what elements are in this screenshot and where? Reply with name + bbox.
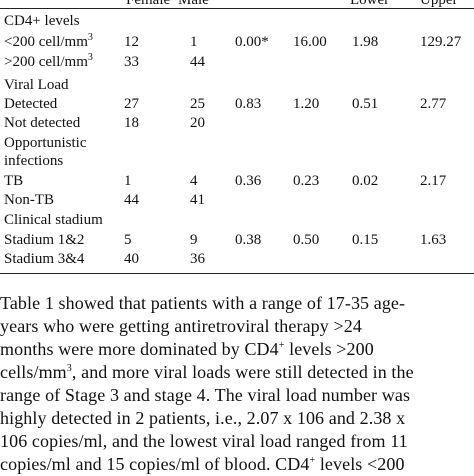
- cell-male: 36: [190, 251, 205, 267]
- paragraph-text: 106 copies/ml, and the lowest viral load…: [0, 431, 408, 451]
- paragraph-superscript: 3: [66, 363, 72, 374]
- cell-p: 0.83: [235, 96, 262, 112]
- paragraph-text: months were more dominated by CD4: [0, 339, 279, 359]
- cell-upper: 129.27: [420, 34, 462, 50]
- cell-female: 44: [124, 192, 139, 208]
- paragraph-text: copies/ml and 15 copies/ml of blood. CD4: [0, 454, 310, 474]
- paragraph-text: Table 1 showed that patients with a rang…: [0, 293, 406, 313]
- cell-or: 16.00: [293, 34, 327, 50]
- row-label: Not detected: [4, 115, 81, 131]
- row-label: >200 cell/mm3: [4, 52, 93, 71]
- cell-lower: 0.51: [352, 96, 379, 112]
- row-label: <200 cell/mm3: [4, 32, 93, 51]
- header-male: Male: [178, 0, 209, 8]
- paragraph-text: levels <200: [315, 454, 405, 474]
- cell-female: 12: [124, 34, 139, 50]
- cell-male: 4: [190, 173, 198, 189]
- row-group-label: Clinical stadium: [4, 212, 103, 228]
- paragraph-line: range of Stage 3 and stage 4. The viral …: [0, 384, 474, 407]
- row-group-label: Viral Load: [4, 77, 69, 93]
- cell-upper: 1.63: [420, 232, 447, 248]
- paragraph-line: months were more dominated by CD4+ level…: [0, 338, 474, 361]
- row-label: Detected: [4, 96, 58, 112]
- body-paragraph: Table 1 showed that patients with a rang…: [0, 292, 474, 476]
- cell-upper: 2.77: [420, 96, 447, 112]
- paragraph-text: range of Stage 3 and stage 4. The viral …: [0, 385, 411, 405]
- row-group-label: Opportunistic: [4, 135, 87, 151]
- cell-p: 0.00*: [235, 34, 269, 50]
- cell-female: 27: [124, 96, 139, 112]
- cell-female: 18: [124, 115, 139, 131]
- cell-lower: 0.15: [352, 232, 379, 248]
- header-female: Female: [126, 0, 171, 8]
- cell-female: 1: [124, 173, 132, 189]
- paragraph-text: levels >200: [284, 339, 374, 359]
- cell-lower: 1.98: [352, 34, 379, 50]
- cell-female: 40: [124, 251, 139, 267]
- cell-male: 20: [190, 115, 205, 131]
- cell-male: 1: [190, 34, 198, 50]
- cell-p: 0.36: [235, 173, 262, 189]
- paragraph-text: , and more viral loads were still detect…: [71, 362, 414, 382]
- cell-upper: 2.17: [420, 173, 447, 189]
- paragraph-line: highly detected in 2 patients, i.e., 2.0…: [0, 407, 474, 430]
- paragraph-line: 106 copies/ml, and the lowest viral load…: [0, 430, 474, 453]
- paragraph-line: Table 1 showed that patients with a rang…: [0, 292, 474, 315]
- paragraph-text: cells/mm: [0, 362, 67, 382]
- paragraph-line: cells/mm3, and more viral loads were sti…: [0, 361, 474, 384]
- cell-p: 0.38: [235, 232, 262, 248]
- paragraph-line: copies/ml and 15 copies/ml of blood. CD4…: [0, 453, 474, 476]
- paragraph-text: highly detected in 2 patients, i.e., 2.0…: [0, 408, 406, 428]
- header-rule: [0, 8, 474, 9]
- paragraph-line: years who were getting antiretroviral th…: [0, 315, 474, 338]
- cell-or: 0.23: [293, 173, 320, 189]
- cell-female: 5: [124, 232, 132, 248]
- row-label-superscript: 3: [87, 32, 93, 43]
- paragraph-text: years who were getting antiretroviral th…: [0, 316, 362, 336]
- paragraph-superscript: +: [278, 340, 285, 351]
- row-label: Non-TB: [4, 192, 54, 208]
- row-group-label: infections: [4, 153, 64, 169]
- row-label: TB: [4, 173, 24, 189]
- cell-male: 25: [190, 96, 205, 112]
- header-upper: Upper: [420, 0, 458, 8]
- cell-male: 44: [190, 54, 205, 70]
- paragraph-superscript: +: [309, 455, 316, 466]
- cell-female: 33: [124, 54, 139, 70]
- cell-or: 1.20: [293, 96, 320, 112]
- cell-male: 9: [190, 232, 198, 248]
- bottom-rule: [0, 273, 474, 274]
- row-label-superscript: 3: [87, 52, 93, 63]
- row-label: Stadium 1&2: [4, 232, 85, 248]
- row-label: Stadium 3&4: [4, 251, 85, 267]
- cell-lower: 0.02: [352, 173, 379, 189]
- cell-or: 0.50: [293, 232, 320, 248]
- header-lower: Lower: [350, 0, 390, 8]
- row-group-label: CD4+ levels: [4, 13, 80, 29]
- cell-male: 41: [190, 192, 205, 208]
